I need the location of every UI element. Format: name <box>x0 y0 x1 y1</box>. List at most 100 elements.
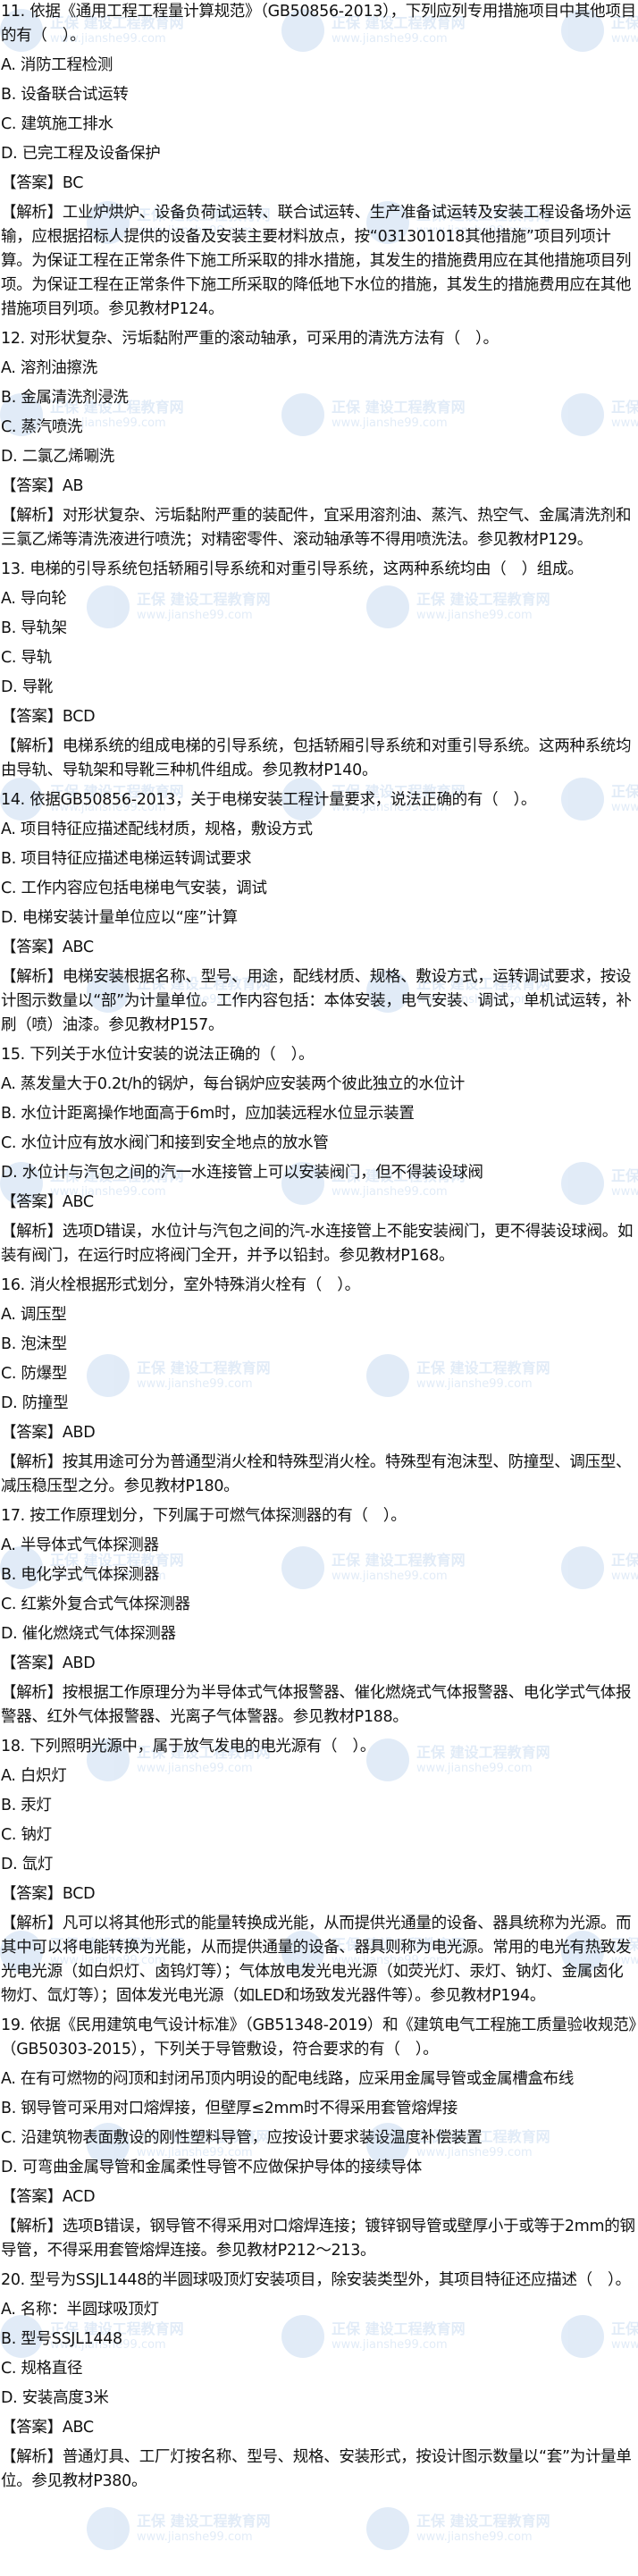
answer-line: 【答案】ABD <box>1 1652 636 1676</box>
question-16: 16. 消火栓根据形式划分，室外特殊消火栓有（ ）。 A. 调压型 B. 泡沫型 C.… <box>1 1274 636 1499</box>
watermark-url: www.jianshe99.com <box>137 2530 253 2544</box>
option-d: D. 二氯乙烯唰洗 <box>1 448 114 466</box>
analysis-prefix: 【解析】 <box>1 1684 63 1702</box>
question-15: 15. 下列关于水位计安装的说法正确的（ ）。 A. 蒸发量大于0.2t/h的锅炉… <box>1 1043 636 1268</box>
option-a: A. 溶剂油擦洗 <box>1 359 97 377</box>
answer-value: AB <box>62 477 84 495</box>
option-b: B. 导轨架 <box>1 619 67 637</box>
option-d: D. 氙灯 <box>1 1856 54 1873</box>
answer-prefix: 【答案】 <box>1 1424 63 1442</box>
analysis-prefix: 【解析】 <box>1 2218 63 2235</box>
analysis-line: 【解析】选项B错误，钢导管不得采用对口熔焊连接；镀锌钢导管或壁厚小于或等于2mm… <box>1 2215 636 2263</box>
answer-line: 【答案】ACD <box>1 2185 636 2210</box>
answer-line: 【答案】ABC <box>1 2416 636 2440</box>
analysis-text: 凡可以将其他形式的能量转换成光能，从而提供光通量的设备、器具统称为光源。而其中可… <box>1 1915 632 2005</box>
option-d: D. 防撞型 <box>1 1394 69 1412</box>
answer-prefix: 【答案】 <box>1 708 63 726</box>
analysis-line: 【解析】电梯系统的组成电梯的引导系统，包括轿厢引导系统和对重引导系统。这两种系统… <box>1 735 636 783</box>
answer-value: BCD <box>62 708 96 726</box>
question-13: 13. 电梯的引导系统包括轿厢引导系统和对重引导系统，这两种系统均由（ ）组成。… <box>1 558 636 783</box>
option-d: D. 已完工程及设备保护 <box>1 145 161 163</box>
option-a: A. 在有可燃物的闷顶和封闭吊顶内明设的配电线路，应采用金属导管或金属槽盒布线 <box>1 2070 575 2088</box>
answer-value: ABC <box>62 1193 94 1211</box>
option-d: D. 催化燃烧式气体探测器 <box>1 1625 176 1643</box>
answer-line: 【答案】ABD <box>1 1421 636 1445</box>
option-c: C. 导轨 <box>1 649 52 667</box>
analysis-prefix: 【解析】 <box>1 204 63 222</box>
option-b: B. 设备联合试运转 <box>1 86 129 104</box>
answer-prefix: 【答案】 <box>1 939 63 956</box>
analysis-line: 【解析】选项D错误，水位计与汽包之间的汽-水连接管上不能安装阀门，更不得装设球阀… <box>1 1220 636 1268</box>
question-20: 20. 型号为SSJL1448的半圆球吸顶灯安装项目，除安装类型外，其项目特征还… <box>1 2269 636 2494</box>
question-stem: 16. 消火栓根据形式划分，室外特殊消火栓有（ ）。 <box>1 1276 360 1294</box>
analysis-prefix: 【解析】 <box>1 1915 63 1932</box>
analysis-line: 【解析】工业炉烘炉、设备负荷试运转、联合试运转、生产准备试运转及安装工程设备场外… <box>1 201 636 322</box>
question-17: 17. 按工作原理划分，下列属于可燃气体探测器的有（ ）。 A. 半导体式气体探测… <box>1 1504 636 1730</box>
answer-value: BCD <box>62 1885 96 1903</box>
question-12: 12. 对形状复杂、污垢黏附严重的滚动轴承，可采用的清洗方法有（ ）。 A. 溶剂… <box>1 327 636 552</box>
option-a: A. 名称：半圆球吸顶灯 <box>1 2301 159 2319</box>
option-c: C. 蒸汽喷洗 <box>1 418 83 436</box>
analysis-line: 【解析】电梯安装根据名称、型号、用途，配线材质、规格、敷设方式，运转调试要求，按… <box>1 965 636 1038</box>
question-11: 11. 依据《通用工程工程量计算规范》（GB50856-2013），下列应列专用… <box>1 0 636 322</box>
analysis-text: 选项D错误，水位计与汽包之间的汽-水连接管上不能安装阀门，更不得装设球阀。如装有… <box>1 1223 634 1265</box>
option-c: C. 水位计应有放水阀门和接到安全地点的放水管 <box>1 1134 329 1152</box>
option-a: A. 白炽灯 <box>1 1767 67 1785</box>
question-stem: 17. 按工作原理划分，下列属于可燃气体探测器的有（ ）。 <box>1 1507 407 1525</box>
option-b: B. 水位计距离操作地面高于6m时，应加装远程水位显示装置 <box>1 1105 415 1123</box>
watermark-brand: 正保 建设工程教育网 <box>137 2513 271 2530</box>
option-c: C. 工作内容应包括电梯电气安装，调试 <box>1 880 267 897</box>
analysis-line: 【解析】普通灯具、工厂灯按名称、型号、规格、安装形式，按设计图示数量以“套”为计… <box>1 2446 636 2494</box>
analysis-text: 电梯系统的组成电梯的引导系统，包括轿厢引导系统和对重引导系统。这两种系统均由导轨… <box>1 737 632 779</box>
option-c: C. 红紫外复合式气体探测器 <box>1 1595 190 1613</box>
answer-prefix: 【答案】 <box>1 1885 63 1903</box>
answer-line: 【答案】AB <box>1 475 636 499</box>
watermark-logo-icon <box>366 2507 409 2550</box>
analysis-text: 普通灯具、工厂灯按名称、型号、规格、安装形式，按设计图示数量以“套”为计量单位。… <box>1 2448 632 2490</box>
analysis-prefix: 【解析】 <box>1 1453 63 1471</box>
answer-prefix: 【答案】 <box>1 1193 63 1211</box>
answer-value: ABD <box>62 1654 96 1672</box>
option-d: D. 导靴 <box>1 678 54 696</box>
question-18: 18. 下列照明光源中，属于放气发电的电光源有（ ）。 A. 白炽灯 B. 汞灯 C.… <box>1 1735 636 2008</box>
analysis-text: 按其用途可分为普通型消火栓和特殊型消火栓。特殊型有泡沫型、防撞型、调压型、减压稳… <box>1 1453 632 1495</box>
option-a: A. 蒸发量大于0.2t/h的锅炉，每台锅炉应安装两个彼此独立的水位计 <box>1 1075 465 1093</box>
analysis-prefix: 【解析】 <box>1 737 63 755</box>
option-a: A. 调压型 <box>1 1306 67 1324</box>
question-stem: 13. 电梯的引导系统包括轿厢引导系统和对重引导系统，这两种系统均由（ ）组成。 <box>1 560 583 578</box>
option-d: D. 水位计与汽包之间的汽一水连接管上可以安装阀门，但不得装设球阀 <box>1 1164 483 1182</box>
option-d: D. 安装高度3米 <box>1 2389 109 2407</box>
option-c: C. 防爆型 <box>1 1365 68 1383</box>
answer-line: 【答案】ABC <box>1 936 636 960</box>
option-b: B. 钢导管可采用对口熔焊接，但壁厚≤2mm时不得采用套管熔焊接 <box>1 2100 458 2117</box>
watermark-url: www.jianshe99.com <box>416 2530 533 2544</box>
answer-line: 【答案】ABC <box>1 1191 636 1215</box>
analysis-line: 【解析】按其用途可分为普通型消火栓和特殊型消火栓。特殊型有泡沫型、防撞型、调压型… <box>1 1451 636 1499</box>
option-c: C. 沿建筑物表面敷设的刚性塑料导管，应按设计要求装设温度补偿装置 <box>1 2129 483 2147</box>
question-stem: 15. 下列关于水位计安装的说法正确的（ ）。 <box>1 1046 315 1064</box>
option-b: B. 泡沫型 <box>1 1335 67 1353</box>
question-stem: 12. 对形状复杂、污垢黏附严重的滚动轴承，可采用的清洗方法有（ ）。 <box>1 330 499 348</box>
watermark-brand: 正保 建设工程教育网 <box>416 2513 550 2530</box>
option-d: D. 电梯安装计量单位应以“座”计算 <box>1 909 238 927</box>
option-a: A. 半导体式气体探测器 <box>1 1536 159 1554</box>
option-c: C. 钠灯 <box>1 1826 52 1844</box>
answer-prefix: 【答案】 <box>1 2419 63 2437</box>
analysis-line: 【解析】对形状复杂、污垢黏附严重的装配件，宜采用溶剂油、蒸汽、热空气、金属清洗剂… <box>1 504 636 552</box>
answer-prefix: 【答案】 <box>1 174 63 192</box>
option-c: C. 建筑施工排水 <box>1 115 113 133</box>
analysis-text: 对形状复杂、污垢黏附严重的装配件，宜采用溶剂油、蒸汽、热空气、金属清洗剂和三氯乙… <box>1 507 632 549</box>
question-14: 14. 依据GB50856-2013，关于电梯安装工程计量要求，说法正确的有（ … <box>1 788 636 1038</box>
analysis-text: 工业炉烘炉、设备负荷试运转、联合试运转、生产准备试运转及安装工程设备场外运输，应… <box>1 204 632 318</box>
answer-line: 【答案】BCD <box>1 705 636 729</box>
analysis-line: 【解析】按根据工作原理分为半导体式气体报警器、催化燃烧式气体报警器、电化学式气体… <box>1 1681 636 1730</box>
answer-value: ABC <box>62 939 94 956</box>
analysis-prefix: 【解析】 <box>1 968 63 986</box>
analysis-text: 选项B错误，钢导管不得采用对口熔焊连接；镀锌钢导管或壁厚小于或等于2mm的钢导管… <box>1 2218 635 2260</box>
option-b: B. 电化学式气体探测器 <box>1 1566 160 1584</box>
analysis-prefix: 【解析】 <box>1 1223 63 1241</box>
analysis-text: 电梯安装根据名称、型号、用途，配线材质、规格、敷设方式，运转调试要求，按设计图示… <box>1 968 632 1034</box>
answer-value: ABD <box>62 1424 96 1442</box>
